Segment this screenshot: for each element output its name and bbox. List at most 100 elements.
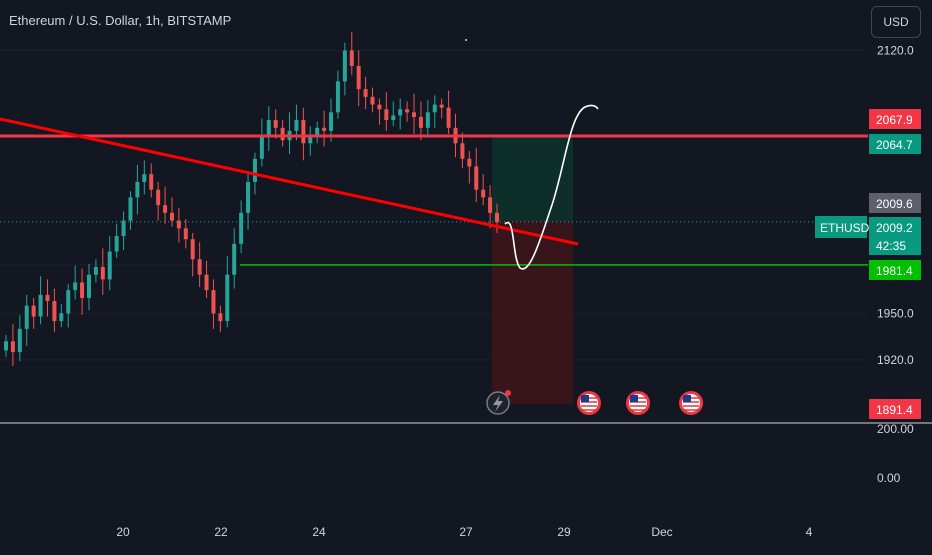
candle-body [335, 81, 340, 113]
candle-body [280, 127, 285, 141]
x-tick-label: 22 [214, 525, 228, 539]
price-label-text: 2067.9 [876, 113, 913, 127]
candle-body [38, 294, 43, 317]
x-tick-label: Dec [651, 525, 672, 539]
x-tick-label: 24 [312, 525, 326, 539]
price-label-text: 2009.6 [876, 197, 913, 211]
candle-body [218, 313, 223, 322]
candle-body [4, 341, 8, 351]
candle-body [439, 104, 444, 108]
candle-body [225, 274, 230, 322]
trend-line [0, 117, 579, 246]
candle-body [398, 109, 403, 116]
currency-button[interactable]: USD [871, 6, 921, 38]
candle-body [135, 181, 140, 198]
price-label-badge [869, 193, 921, 213]
price-label-text: 42:35 [876, 239, 906, 253]
candle-body [73, 282, 78, 291]
candle-body [308, 135, 313, 144]
candle-body [232, 243, 237, 275]
x-tick-label: 20 [116, 525, 130, 539]
stray-dot [465, 39, 467, 41]
price-label-badge [869, 260, 921, 280]
candle-body [239, 212, 244, 244]
candle-body [142, 174, 147, 182]
candle-body [24, 305, 29, 329]
candle-body [204, 274, 209, 291]
candle-body [418, 116, 423, 128]
candle-body [107, 251, 112, 280]
candle-body [481, 189, 486, 198]
candle-body [163, 205, 168, 213]
x-tick-label: 29 [557, 525, 571, 539]
candle-body [31, 305, 36, 317]
lower-pane-tick-label: 0.00 [877, 471, 901, 485]
candle-body [425, 112, 430, 128]
candle-body [128, 197, 133, 221]
candle-body [412, 112, 417, 117]
candle-body [370, 96, 375, 105]
candle-body [197, 259, 202, 275]
flag-canton [683, 395, 691, 402]
y-tick-label: 1950.0 [877, 306, 914, 320]
candle-body [488, 197, 493, 213]
candle-body [66, 290, 71, 314]
candle-body [384, 109, 389, 121]
price-label-badge [869, 399, 921, 419]
lower-pane-tick-label: 200.00 [877, 422, 914, 436]
candle-body [349, 50, 354, 66]
x-tick-label: 27 [459, 525, 473, 539]
candle-body [301, 120, 306, 144]
candle-body [356, 65, 361, 90]
candle-body [460, 143, 465, 159]
candle-body [474, 166, 479, 190]
flag-canton [630, 395, 638, 402]
y-tick-label: 1920.0 [877, 353, 914, 367]
candle-body [246, 181, 251, 213]
loss-zone [492, 221, 573, 405]
candle-body [149, 174, 154, 190]
candle-body [121, 220, 126, 237]
price-label-badge [869, 134, 921, 154]
candle-body [273, 120, 278, 128]
candle-body [315, 127, 320, 136]
candle-body [294, 120, 299, 131]
candle-body [114, 236, 119, 252]
candle-body [259, 135, 264, 159]
price-label-text: 2009.2 [876, 221, 913, 235]
candle-body [405, 109, 410, 113]
candle-body [495, 212, 499, 223]
flag-canton [581, 395, 589, 402]
candle-body [377, 104, 382, 110]
candle-body [322, 127, 327, 131]
price-label-badge [869, 217, 921, 237]
candle-body [45, 294, 50, 302]
candle-body [266, 120, 271, 136]
symbol-title: Ethereum / U.S. Dollar, 1h, BITSTAMP [9, 13, 232, 28]
candle-body [169, 212, 174, 221]
candle-body [10, 341, 15, 353]
candle-body [52, 301, 57, 322]
candle-body [190, 239, 195, 260]
price-label-badge [869, 109, 921, 129]
candle-body [342, 50, 347, 82]
candle-body [252, 158, 257, 182]
candle-body [176, 220, 181, 229]
price-label-text: 1981.4 [876, 264, 913, 278]
event-dot-icon [505, 390, 511, 396]
candle-body [391, 115, 396, 121]
candle-body [156, 189, 161, 206]
candle-body [17, 328, 22, 353]
candle-body [211, 290, 216, 314]
candle-body [363, 89, 368, 97]
lightning-icon [493, 395, 503, 412]
price-label-text: 1891.4 [876, 403, 913, 417]
symbol-tag-text: ETHUSD [820, 221, 870, 235]
candle-body [59, 313, 64, 322]
candle-body [446, 107, 451, 128]
candle-body [93, 267, 98, 275]
candle-body [432, 104, 437, 113]
